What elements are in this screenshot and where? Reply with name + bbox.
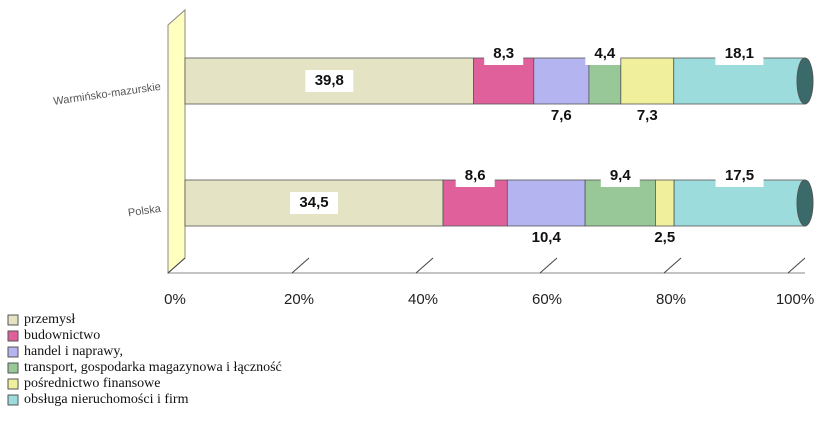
data-label: 8,6 — [465, 167, 486, 184]
grid-line — [539, 257, 558, 274]
grid-line — [167, 257, 186, 274]
legend-swatch — [7, 378, 19, 390]
back-wall — [167, 8, 186, 275]
bar-segment — [533, 57, 590, 105]
bar-end — [796, 57, 814, 105]
grid-line — [663, 257, 682, 274]
x-tick-label: 40% — [408, 291, 438, 308]
x-tick-label: 60% — [532, 291, 562, 308]
data-label-box — [290, 192, 339, 214]
bar-end — [796, 179, 814, 227]
data-label-box — [522, 227, 571, 249]
data-label-box — [585, 43, 625, 65]
x-tick-label: 80% — [656, 291, 686, 308]
legend-label: pośrednictwo finansowe — [24, 376, 160, 391]
data-label: 8,3 — [493, 45, 514, 62]
x-tick-label: 20% — [284, 291, 314, 308]
legend-label: budownictwo — [24, 328, 100, 343]
bar-segment — [506, 179, 586, 227]
data-label: 9,4 — [610, 167, 632, 184]
legend-label: handel i naprawy, — [24, 344, 123, 359]
grid-line — [415, 257, 434, 274]
data-label: 2,5 — [654, 229, 675, 246]
data-label-box — [645, 227, 685, 249]
bar-segment — [673, 57, 806, 105]
data-label-box — [455, 165, 495, 187]
x-tick-label: 0% — [164, 291, 186, 308]
data-label-box — [715, 165, 764, 187]
bar-segment — [655, 179, 675, 227]
data-label: 18,1 — [725, 45, 754, 62]
data-label-box — [541, 105, 581, 127]
legend-swatch — [7, 394, 19, 406]
data-label: 7,3 — [637, 107, 658, 124]
grid-line — [291, 257, 310, 274]
bar-segment — [673, 179, 806, 227]
legend-label: obsługa nieruchomości i firm — [24, 392, 189, 407]
data-label: 10,4 — [532, 229, 562, 246]
legend-swatch — [7, 330, 19, 342]
data-label: 34,5 — [299, 194, 328, 211]
data-label-box — [715, 43, 764, 65]
category-label: Warmińsko-mazurskie — [53, 81, 162, 108]
x-tick-label: 100% — [776, 291, 814, 308]
legend-label: przemysł — [24, 312, 75, 327]
data-label-box — [305, 70, 354, 92]
bar-segment — [473, 57, 535, 105]
legend-swatch — [7, 314, 19, 326]
data-label: 7,6 — [551, 107, 572, 124]
data-label: 4,4 — [594, 45, 616, 62]
legend-swatch — [7, 346, 19, 358]
bar-segment — [588, 57, 622, 105]
data-label-box — [600, 165, 640, 187]
legend-label: transport, gospodarka magazynowa i łączn… — [24, 360, 282, 375]
bar-segment — [620, 57, 675, 105]
data-label-box — [484, 43, 524, 65]
data-label-box — [627, 105, 667, 127]
grid-line — [787, 257, 806, 274]
legend-swatch — [7, 362, 19, 374]
data-label: 39,8 — [315, 72, 344, 89]
category-label: Polska — [127, 203, 162, 220]
data-label: 17,5 — [725, 167, 754, 184]
